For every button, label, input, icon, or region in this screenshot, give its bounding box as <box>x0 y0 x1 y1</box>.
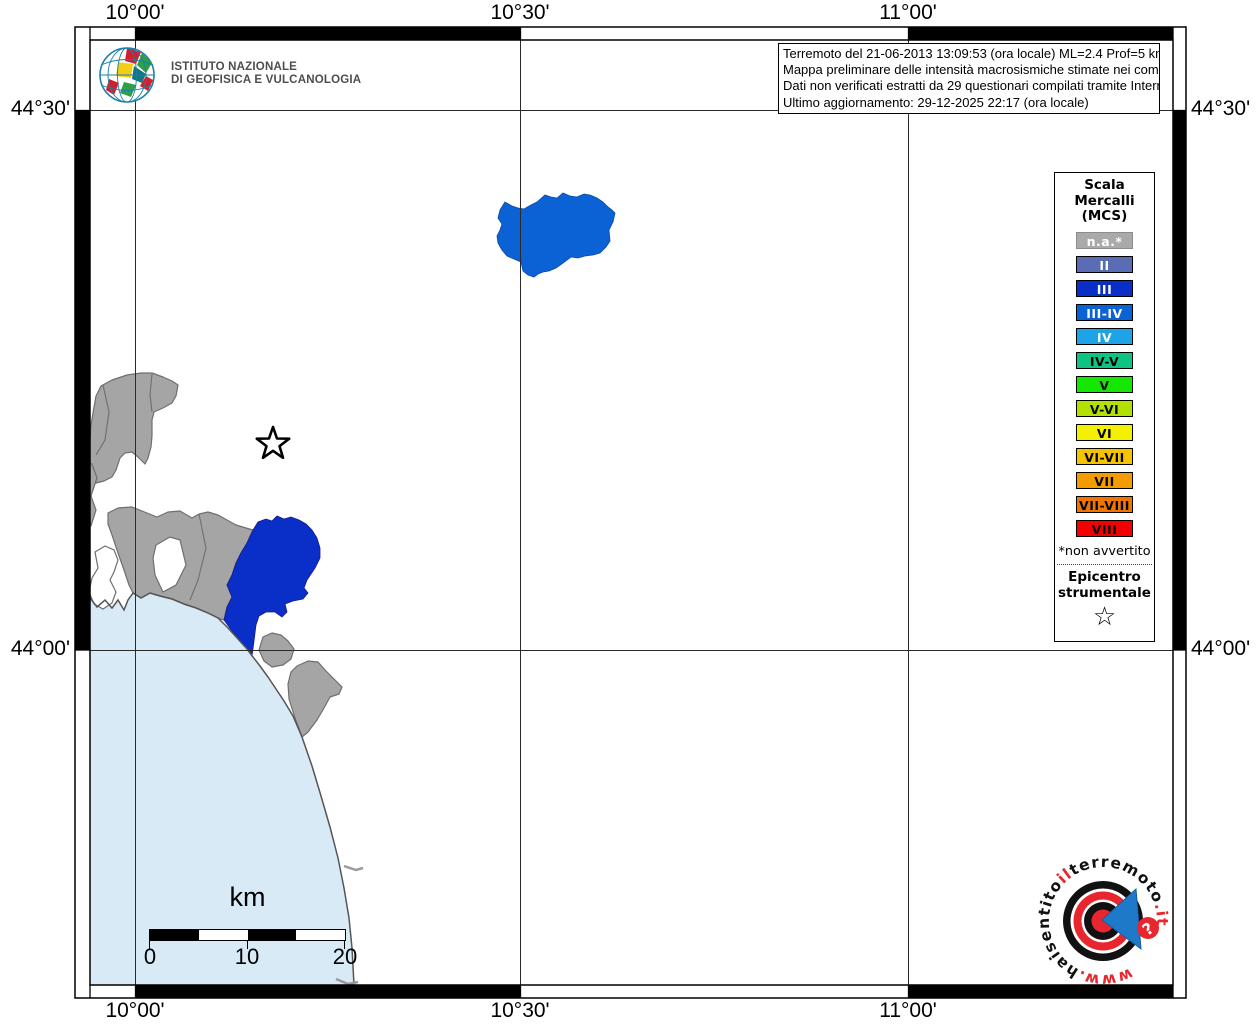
legend-title-line2: Mercalli <box>1074 192 1135 209</box>
legend-title-line3: (MCS) <box>1081 208 1128 224</box>
ingv-wordmark: ISTITUTO NAZIONALE DI GEOFISICA E VULCAN… <box>171 61 361 87</box>
legend-epicenter-line2: strumentale <box>1058 584 1151 601</box>
legend-item-vii-viii: VII-VIII <box>1076 495 1133 513</box>
scalebar-label-0: 0 <box>143 944 157 969</box>
municipality-outline-wedge <box>152 536 187 593</box>
megaphone-icon <box>1101 887 1142 951</box>
municipality-na-south <box>287 660 343 738</box>
legend-item-ii: II <box>1076 255 1133 273</box>
legend-epicenter-line1: Epicentro <box>1068 568 1141 585</box>
harbor-marks <box>335 864 364 986</box>
legend-item-iii: III <box>1076 279 1133 297</box>
scalebar-tick-10 <box>246 941 248 949</box>
municipality-intensity-iii <box>223 515 321 658</box>
info-line-updated: Ultimo aggiornamento: 29-12-2025 22:17 (… <box>783 94 1089 110</box>
municipality-outline-peninsula <box>88 545 119 610</box>
scalebar-tick-0 <box>149 941 151 949</box>
scalebar-label-10: 10 <box>234 944 260 969</box>
earthquake-info-box: Terremoto del 21-06-2013 13:09:53 (ora l… <box>778 43 1160 114</box>
legend-item-iii-iv: III-IV <box>1076 303 1133 321</box>
map-frame <box>74 26 1187 999</box>
municipality-na-north <box>86 372 179 484</box>
axis-label-left-4400: 44°00' <box>10 637 70 660</box>
legend-footnote: *non avvertito <box>1058 543 1151 559</box>
municipality-inner-borders <box>95 373 207 601</box>
ingv-globe-icon <box>99 47 155 103</box>
axis-label-right-4430: 44°30' <box>1191 97 1251 120</box>
scalebar-title: km <box>229 882 266 912</box>
scalebar-seg1 <box>150 930 199 940</box>
legend-item-v: V <box>1076 375 1133 393</box>
axis-label-top-1030: 10°30' <box>490 1 550 24</box>
legend-title-line1: Scala <box>1084 177 1125 193</box>
axis-label-bottom-1030: 10°30' <box>490 999 550 1022</box>
municipality-intensity-iii-iv <box>496 192 616 278</box>
sea-area <box>90 593 354 985</box>
coastline <box>89 591 355 986</box>
legend-item-iv: IV <box>1076 327 1133 345</box>
ingv-wordmark-line2: DI GEOFISICA E VULCANOLOGIA <box>171 74 362 86</box>
ingv-wordmark-line1: ISTITUTO NAZIONALE <box>171 61 298 73</box>
axis-label-bottom-1100: 11°00' <box>879 999 937 1022</box>
legend-title: Scala Mercalli (MCS) <box>1055 177 1154 225</box>
legend-item-v-vi: V-VI <box>1076 399 1133 417</box>
axis-label-right-4400: 44°00' <box>1191 637 1251 660</box>
scalebar-seg4 <box>296 930 345 940</box>
axis-label-bottom-1000: 10°00' <box>105 999 165 1022</box>
scalebar-label-20: 20 <box>332 944 358 969</box>
legend-item-na: n.a.* <box>1076 231 1133 249</box>
axis-label-left-4430: 44°30' <box>10 97 70 120</box>
axis-label-top-1000: 10°00' <box>105 1 165 24</box>
question-mark-icon <box>1137 917 1159 939</box>
haisentito-logo: ? www.haisentitoilterremoto .it <box>1035 853 1170 990</box>
legend-epicenter-star-icon: ☆ <box>1092 601 1117 632</box>
scalebar-tick-20 <box>344 941 346 949</box>
info-line-event: Terremoto del 21-06-2013 13:09:53 (ora l… <box>783 46 1160 61</box>
info-line-questionnaires: Dati non verificati estratti da 29 quest… <box>783 78 1160 94</box>
scalebar-seg2 <box>198 930 248 940</box>
legend-item-vi-vii: VI-VII <box>1076 447 1133 465</box>
legend-item-viii: VIII <box>1076 519 1133 537</box>
legend-divider <box>1057 563 1152 565</box>
scalebar-seg3 <box>247 930 297 940</box>
legend-item-vi: VI <box>1076 423 1133 441</box>
scalebar <box>149 929 346 941</box>
legend-item-vii: VII <box>1076 471 1133 489</box>
info-line-map-type: Mappa preliminare delle intensità macros… <box>783 62 1160 78</box>
legend-item-iv-v: IV-V <box>1076 351 1133 369</box>
axis-label-top-1100: 11°00' <box>879 1 937 24</box>
mercalli-scale-legend: Scala Mercalli (MCS) n.a.* II III III-IV… <box>1054 172 1155 642</box>
epicenter-star-icon <box>255 425 291 460</box>
